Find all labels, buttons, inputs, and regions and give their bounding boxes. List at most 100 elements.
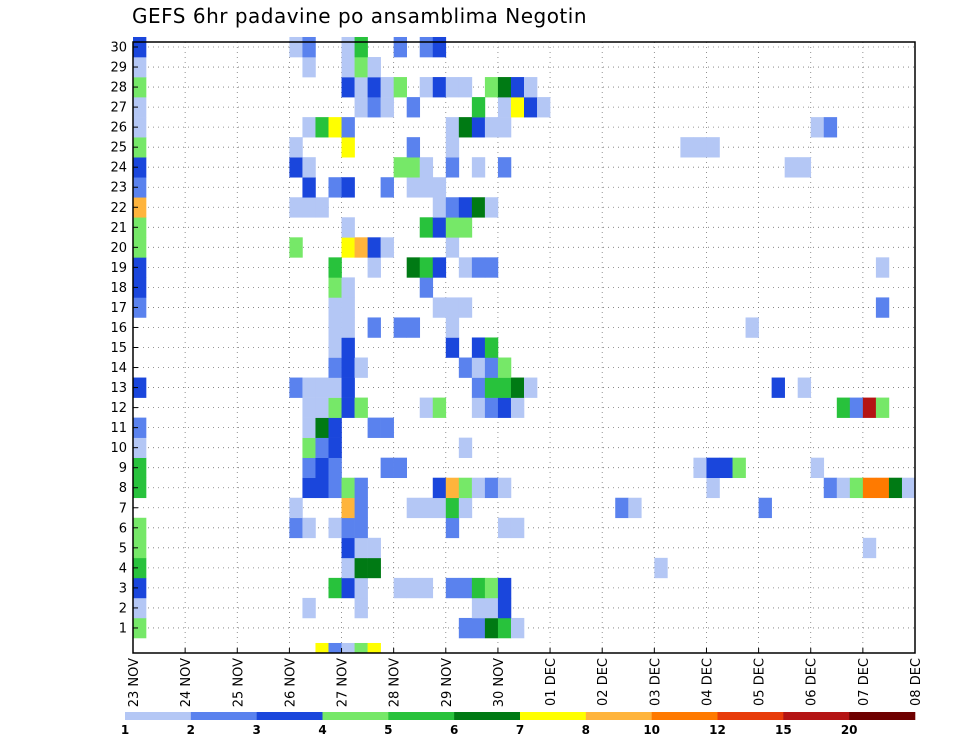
heatmap-cell (133, 157, 147, 178)
heatmap-cell (497, 117, 512, 138)
heatmap-cell (380, 417, 394, 438)
heatmap-cell (354, 237, 368, 258)
heatmap-cell (341, 57, 355, 78)
heatmap-cell (497, 357, 512, 378)
legend-swatch (849, 712, 916, 720)
heatmap-cell (133, 477, 147, 499)
heatmap-cell (458, 577, 473, 599)
heatmap-cell (354, 577, 368, 599)
legend-label: 10 (643, 723, 660, 737)
heatmap-cell (341, 537, 355, 559)
heatmap-cell (133, 197, 147, 218)
heatmap-cell (341, 397, 355, 418)
heatmap-cell (133, 597, 147, 619)
x-tick-label: 08 DEC (909, 658, 924, 706)
heatmap-cell (432, 497, 447, 519)
heatmap-cell (289, 137, 303, 158)
heatmap-cell (406, 137, 421, 158)
legend-swatch (651, 712, 718, 720)
heatmap-cell (367, 57, 381, 78)
heatmap-cell (862, 537, 877, 559)
heatmap-cell (315, 197, 329, 218)
heatmap-cell (510, 377, 525, 398)
heatmap-cell (328, 317, 342, 338)
heatmap-cell (458, 437, 473, 458)
heatmap-cell (445, 217, 460, 238)
heatmap-cell (133, 257, 147, 278)
heatmap-cell (458, 217, 473, 238)
heatmap-cell (471, 377, 486, 398)
heatmap-cell (419, 497, 434, 519)
heatmap-cell (445, 577, 460, 599)
heatmap-cell (367, 417, 381, 438)
heatmap-cell (419, 157, 434, 178)
y-tick-label: 18 (110, 281, 127, 296)
heatmap-cell (341, 217, 355, 238)
heatmap-cell (289, 36, 303, 58)
heatmap-cell (706, 137, 720, 158)
heatmap-cell (445, 517, 460, 539)
heatmap-cell (432, 77, 447, 98)
heatmap-cell (302, 477, 316, 499)
heatmap-cell (302, 157, 316, 178)
heatmap-cell (289, 517, 303, 539)
heatmap-cell (784, 157, 798, 178)
heatmap-cell (797, 157, 812, 178)
heatmap-cell (328, 642, 342, 654)
heatmap-cell (537, 97, 551, 118)
heatmap-cell (302, 36, 316, 58)
heatmap-cell (133, 377, 147, 398)
heatmap-cell (341, 117, 355, 138)
heatmap-cell (419, 397, 434, 418)
heatmap-cell (289, 197, 303, 218)
heatmap-cell (654, 557, 668, 579)
heatmap-cell (471, 477, 486, 499)
y-tick-label: 8 (119, 481, 127, 496)
y-tick-label: 21 (110, 221, 127, 236)
heatmap-cell (471, 577, 486, 599)
heatmap-cell (328, 477, 342, 499)
y-tick-label: 11 (110, 421, 127, 436)
heatmap-cell (458, 497, 473, 519)
heatmap-cell (289, 157, 303, 178)
heatmap-cell (133, 297, 147, 318)
heatmap-cell (354, 477, 368, 499)
y-tick-label: 13 (110, 381, 127, 396)
heatmap-cell (471, 397, 486, 418)
heatmap-cell (133, 217, 147, 238)
heatmap-cell (484, 577, 499, 599)
heatmap-cell (354, 57, 368, 78)
y-tick-label: 5 (119, 541, 127, 556)
heatmap-cell (133, 517, 147, 539)
heatmap-cell (341, 642, 355, 654)
legend-label: 4 (318, 723, 326, 737)
heatmap-cell (432, 257, 447, 278)
heatmap-cell (693, 457, 707, 479)
heatmap-cell (471, 197, 486, 218)
heatmap-cell (419, 177, 434, 198)
heatmap-cell (380, 77, 394, 98)
heatmap-cell (393, 317, 407, 338)
heatmap-cell (393, 77, 407, 98)
heatmap-cell (497, 77, 512, 98)
heatmap-cell (510, 517, 525, 539)
heatmap-cell (875, 297, 890, 318)
heatmap-cell (524, 77, 538, 98)
heatmap-cell (471, 157, 486, 178)
heatmap-cell (354, 557, 368, 579)
heatmap-cell (875, 257, 890, 278)
heatmap-cell (289, 377, 303, 398)
heatmap-cell (823, 477, 838, 499)
heatmap-cell (328, 517, 342, 539)
legend-label: 15 (775, 723, 792, 737)
heatmap-cell (341, 357, 355, 378)
heatmap-cell (302, 417, 316, 438)
heatmap-cell (484, 477, 499, 499)
heatmap-cell (328, 417, 342, 438)
y-tick-label: 29 (110, 61, 127, 76)
heatmap-cell (458, 477, 473, 499)
heatmap-cell (302, 197, 316, 218)
y-tick-label: 15 (110, 341, 127, 356)
legend-label: 12 (709, 723, 726, 737)
heatmap-cell (328, 117, 342, 138)
